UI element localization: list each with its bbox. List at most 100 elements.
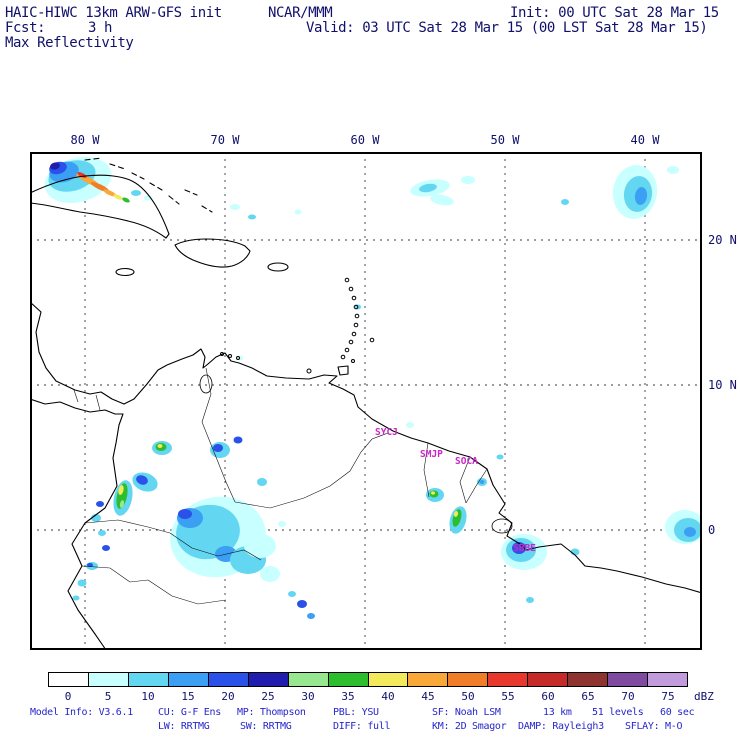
lon-label: 70 W — [210, 133, 240, 147]
reflectivity-echo — [122, 197, 130, 203]
map-frame: SYCJ SMJP SOCA SBBE — [30, 152, 702, 650]
model-info-item: SFLAY: M-O — [625, 721, 683, 732]
reflectivity-echo — [288, 591, 296, 597]
colorbar-cell — [328, 673, 369, 686]
coast-pacific — [30, 398, 124, 650]
colorbar-tick-label: 10 — [141, 690, 155, 703]
colorbar-tick-label: 5 — [104, 690, 112, 703]
reflectivity-echo — [430, 194, 454, 206]
reflectivity-echo — [244, 534, 276, 558]
reflectivity-echo — [479, 480, 485, 484]
colorbar-tick-label: 60 — [541, 690, 555, 703]
reflectivity-echo — [260, 566, 280, 582]
gridlines — [30, 152, 702, 650]
lake-maracaibo — [199, 374, 213, 394]
map-border — [30, 152, 702, 650]
reflectivity-echo — [278, 521, 286, 527]
reflectivity-echo — [233, 436, 243, 444]
reflectivity-echo — [50, 162, 60, 170]
colorbar-tick-label: 70 — [621, 690, 635, 703]
reflectivity-echo — [178, 509, 192, 519]
reflectivity-echo — [684, 527, 696, 537]
coast-bahamas — [84, 157, 213, 213]
colorbar-cell — [49, 673, 89, 686]
colorbar-cell — [448, 673, 489, 686]
colorbar-cell — [128, 673, 169, 686]
coast-south-america-north — [123, 348, 702, 594]
model-info-item: MP: Thompson — [237, 707, 306, 718]
colorbar-tick-label: 45 — [421, 690, 435, 703]
reflectivity-echo — [257, 478, 267, 486]
coast-trinidad — [337, 365, 349, 376]
station-label-soca: SOCA — [455, 456, 478, 467]
colorbar-cell — [208, 673, 249, 686]
colorbar-unit: dBZ — [694, 690, 714, 703]
reflectivity-echo — [136, 475, 148, 485]
country-borders — [73, 367, 488, 605]
lon-label: 60 W — [350, 133, 380, 147]
reflectivity-echo — [294, 209, 302, 215]
reflectivity-echo — [453, 511, 459, 517]
lat-label: 10 N — [708, 378, 737, 392]
reflectivity-echo — [213, 444, 223, 452]
colorbar-tick-label: 25 — [261, 690, 275, 703]
reflectivity-echo — [113, 194, 123, 200]
reflectivity-echo — [119, 500, 125, 508]
border-guyana-suriname — [423, 442, 430, 498]
model-info-item: PBL: YSU — [333, 707, 379, 718]
colorbar-tick-label: 50 — [461, 690, 475, 703]
colorbar-tick-label: 75 — [661, 690, 675, 703]
colorbar-tick-label: 65 — [581, 690, 595, 703]
colorbar-cell — [528, 673, 569, 686]
model-info-item: SW: RRTMG — [240, 721, 292, 732]
border-venezuela-brazil — [234, 432, 389, 509]
coastlines — [30, 157, 702, 650]
reflectivity-echo — [561, 199, 569, 205]
model-info-item: SF: Noah LSM — [432, 707, 501, 718]
coast-central-america — [30, 301, 125, 405]
colorbar-cell — [648, 673, 687, 686]
model-info-item: Model Info: V3.6.1 — [30, 707, 133, 718]
coast-small-islands — [220, 277, 375, 374]
fcst-label: Fcst: — [5, 20, 46, 36]
border-suriname-frguiana — [459, 456, 471, 504]
coast-marajo-island — [491, 518, 513, 534]
reflectivity-echoes — [44, 156, 702, 619]
colorbar-cell — [568, 673, 609, 686]
colorbar-cell — [408, 673, 449, 686]
coast-cuba — [30, 174, 170, 239]
reflectivity-echo — [96, 501, 104, 507]
model-info-item: 51 levels — [592, 707, 644, 718]
station-label-smjp: SMJP — [420, 449, 443, 460]
colorbar-tick-label: 40 — [381, 690, 395, 703]
model-info-item: 60 sec — [660, 707, 695, 718]
colorbar-tick-label: 30 — [301, 690, 315, 703]
reflectivity-echo — [406, 422, 414, 428]
model-info-item: KM: 2D Smagor — [432, 721, 507, 732]
lat-label: 0 — [708, 523, 716, 537]
reflectivity-echo — [526, 597, 534, 603]
station-label-sycj: SYCJ — [375, 427, 398, 438]
border-colombia-brazil-peru — [169, 532, 262, 561]
reflectivity-echo — [512, 542, 526, 554]
border-central-america — [73, 389, 101, 411]
reflectivity-echo — [131, 190, 141, 196]
model-title: HAIC-HIWC 13km ARW-GFS init — [5, 5, 222, 21]
reflectivity-echo — [157, 444, 163, 448]
model-info-item: DAMP: Rayleigh3 — [518, 721, 604, 732]
border-peru-brazil — [147, 579, 227, 605]
colorbar-cell — [608, 673, 649, 686]
border-frguiana-brazil — [465, 468, 488, 504]
model-info-item: LW: RRTMG — [158, 721, 210, 732]
fcst-value: 3 h — [88, 20, 113, 36]
reflectivity-echo — [634, 187, 648, 205]
reflectivity-echo — [98, 530, 106, 536]
lon-label: 40 W — [630, 133, 660, 147]
map-canvas: SYCJ SMJP SOCA SBBE — [30, 152, 702, 650]
model-info-item: CU: G-F Ens — [158, 707, 221, 718]
coast-puerto-rico — [267, 262, 289, 272]
reflectivity-echo — [461, 176, 475, 184]
reflectivity-echo — [103, 189, 117, 197]
reflectivity-echo — [230, 204, 240, 210]
colorbar-tick-label: 20 — [221, 690, 235, 703]
